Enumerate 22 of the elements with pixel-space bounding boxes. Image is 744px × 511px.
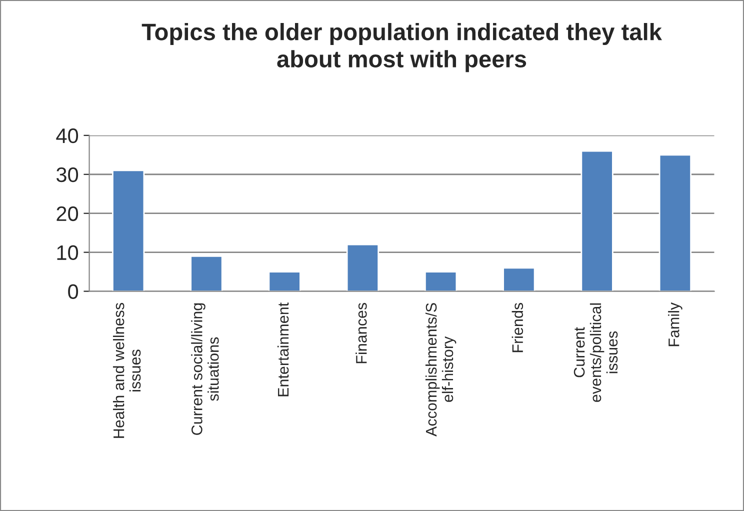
bar	[424, 271, 458, 292]
bar	[112, 170, 145, 292]
x-tick-label: Entertainment	[277, 302, 289, 396]
x-tick-label: Family	[668, 302, 682, 346]
x-tick-label: Current social/living situations	[191, 303, 219, 435]
y-tick-label: 40	[56, 128, 78, 144]
chart-title: Topics the older population indicated they talk about most with peers	[142, 22, 662, 72]
x-tick-label: Accomplishments/S elf-history	[425, 303, 456, 436]
y-tick-label: 0	[68, 284, 78, 300]
bar	[658, 154, 692, 292]
y-tick-label: 20	[56, 206, 78, 222]
bar	[580, 150, 614, 292]
bar	[268, 271, 301, 292]
x-tick-label: Finances	[356, 302, 367, 364]
x-tick-label: Friends	[512, 302, 524, 352]
bar	[190, 256, 223, 292]
y-tick-label: 30	[56, 167, 78, 182]
bar	[346, 244, 380, 292]
x-tick-label: Health and wellness issues	[112, 302, 141, 438]
y-tick-label: 10	[57, 245, 78, 260]
x-tick-label: Current events/political issues	[574, 303, 618, 402]
bar	[502, 267, 536, 292]
